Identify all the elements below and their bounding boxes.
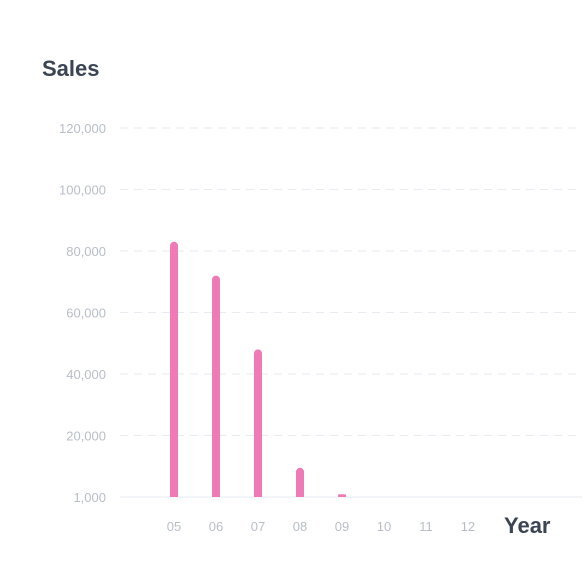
- x-tick-label: 05: [167, 519, 181, 534]
- y-tick-label: 100,000: [59, 183, 106, 198]
- x-tick-label: 10: [377, 519, 391, 534]
- x-tick-label: 07: [251, 519, 265, 534]
- bar: [338, 494, 346, 497]
- x-axis-ticks: 05 06 07 08 09 10 11 12: [167, 519, 475, 534]
- x-tick-label: 12: [461, 519, 475, 534]
- x-tick-label: 06: [209, 519, 223, 534]
- y-tick-label: 120,000: [59, 121, 106, 136]
- y-tick-label: 60,000: [66, 306, 106, 321]
- x-axis-title: Year: [504, 513, 551, 538]
- y-tick-label: 40,000: [66, 367, 106, 382]
- gridlines: [120, 127, 582, 498]
- y-axis-title: Sales: [42, 56, 100, 81]
- y-tick-label: 1,000: [73, 490, 106, 505]
- y-tick-label: 80,000: [66, 244, 106, 259]
- x-tick-label: 08: [293, 519, 307, 534]
- bar: [296, 467, 304, 497]
- x-tick-label: 09: [335, 519, 349, 534]
- bar: [212, 275, 220, 497]
- y-tick-label: 20,000: [66, 429, 106, 444]
- bar: [170, 241, 178, 497]
- bars: [170, 241, 346, 497]
- x-tick-label: 11: [419, 519, 433, 534]
- y-axis-ticks: 1,000 20,000 40,000 60,000 80,000 100,000 120,…: [59, 121, 106, 505]
- bar: [254, 349, 262, 497]
